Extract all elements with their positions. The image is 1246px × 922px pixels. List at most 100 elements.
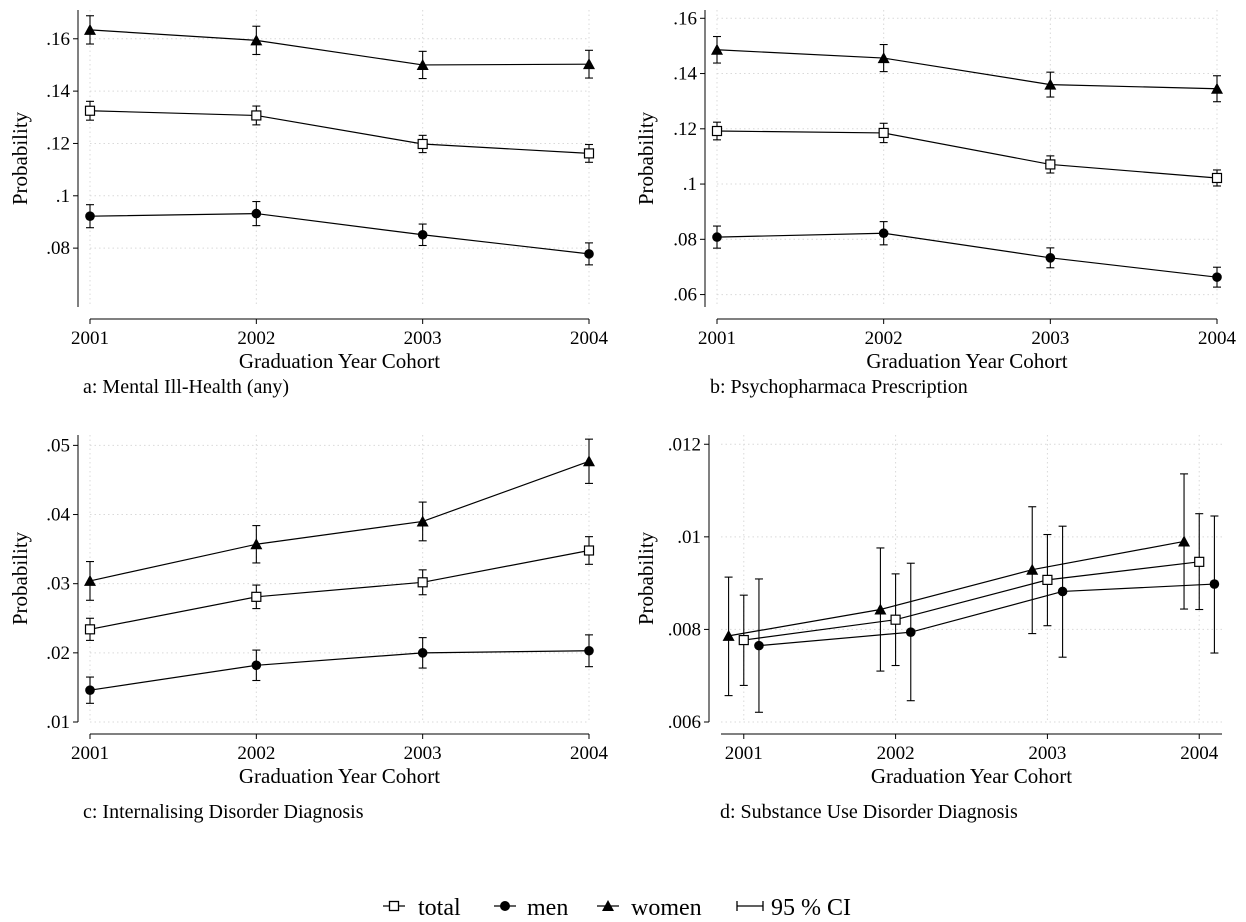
- x-axis-title: Graduation Year Cohort: [871, 764, 1072, 788]
- legend-ci-label: 95 % CI: [771, 895, 851, 921]
- series-total: [711, 121, 1223, 187]
- legend-women-label: women: [631, 895, 702, 921]
- data-point-triangle: [250, 34, 263, 46]
- chart-svg: .06 .08 .1 .12 .14 .16 2001 2002 2003 2004 Graduat…: [634, 8, 1237, 373]
- chart-svg: .006 .008 .01 .012 2001 2002 2003 2004 Graduatio…: [634, 434, 1222, 788]
- data-point-triangle: [583, 58, 595, 70]
- x-tick-label: 2001: [71, 328, 109, 349]
- y-tick-label: .08: [673, 229, 697, 250]
- data-point-triangle: [877, 52, 890, 64]
- series-total: [84, 100, 595, 163]
- gridlines: [721, 435, 1222, 723]
- panel-d: .006 .008 .01 .012 2001 2002 2003 2004 Graduatio…: [626, 425, 1246, 795]
- data-point-square: [738, 634, 749, 646]
- legend-total-label: total: [418, 895, 461, 921]
- series-line: [716, 232, 1218, 278]
- y-tick-label: .01: [677, 527, 701, 548]
- series-women: [711, 35, 1223, 103]
- x-tick-label: 2002: [237, 328, 275, 349]
- series-women: [84, 438, 595, 601]
- y-axis-title: Probability: [634, 531, 658, 625]
- y-tick-label: .14: [46, 81, 70, 102]
- data-point-square: [251, 591, 262, 602]
- data-point-triangle: [1044, 78, 1057, 90]
- series-men: [85, 634, 594, 704]
- y-tick-label: .1: [56, 186, 70, 207]
- data-point-circle: [754, 640, 764, 651]
- data-point-square: [417, 138, 428, 150]
- data-point-square: [84, 105, 96, 116]
- data-point-circle: [251, 660, 262, 671]
- legend: total men women 95 % CI: [383, 895, 851, 921]
- data-point-circle: [584, 249, 594, 259]
- data-point-circle: [85, 211, 95, 221]
- x-tick-label: 2004: [1180, 743, 1219, 764]
- x-tick-label: 2001: [725, 743, 763, 764]
- x-axis-title: Graduation Year Cohort: [239, 764, 440, 788]
- series-men: [712, 221, 1222, 288]
- panel-c: .01 .02 .03 .04 .05 2001 2002 2003 2004 Graduatio…: [0, 425, 620, 795]
- series-line: [743, 561, 1200, 641]
- data-point-circle: [1057, 586, 1068, 597]
- caption-a: a: Mental Ill-Health (any): [83, 376, 290, 398]
- data-point-square: [1045, 159, 1056, 170]
- series-women: [722, 473, 1191, 697]
- data-point-circle: [712, 232, 722, 242]
- data-point-triangle: [722, 629, 735, 641]
- caption-c: c: Internalising Disorder Diagnosis: [83, 801, 364, 823]
- y-tick-label: .01: [46, 712, 70, 733]
- y-tick-label: .1: [683, 174, 697, 195]
- series-line: [89, 110, 590, 154]
- series-line: [716, 49, 1218, 90]
- legend-circle-icon: [500, 901, 510, 911]
- series-line: [89, 29, 590, 66]
- legend-square-icon: [388, 900, 400, 912]
- x-tick-label: 2002: [237, 743, 275, 764]
- data-point-triangle: [1026, 563, 1039, 575]
- data-point-circle: [1212, 272, 1222, 282]
- data-point-triangle: [416, 515, 429, 527]
- chart-svg: .01 .02 .03 .04 .05 2001 2002 2003 2004 Graduatio…: [8, 435, 609, 788]
- data-point-circle: [417, 229, 428, 240]
- y-tick-label: .16: [46, 29, 70, 50]
- x-tick-label: 2003: [404, 328, 442, 349]
- x-axis-title: Graduation Year Cohort: [866, 349, 1067, 373]
- x-tick-label: 2004: [570, 328, 609, 349]
- x-tick-label: 2002: [865, 328, 903, 349]
- data-point-square: [251, 110, 262, 121]
- series-line: [89, 549, 590, 630]
- legend-men-label: men: [527, 895, 568, 921]
- x-tick-label: 2003: [1031, 328, 1069, 349]
- data-point-circle: [417, 648, 428, 658]
- legend-ci: 95 % CI: [736, 895, 851, 921]
- y-tick-label: .14: [673, 64, 697, 85]
- y-axis-title: Probability: [8, 531, 32, 625]
- x-tick-label: 2003: [404, 743, 442, 764]
- data-point-square: [84, 624, 96, 635]
- legend-total: total: [383, 895, 461, 921]
- gridlines: [716, 10, 1218, 307]
- data-point-square: [1042, 574, 1053, 585]
- x-tick-label: 2001: [698, 328, 736, 349]
- caption-d: d: Substance Use Disorder Diagnosis: [720, 801, 1018, 823]
- series-total: [738, 513, 1205, 686]
- y-tick-label: .05: [46, 435, 70, 456]
- legend-triangle-icon: [602, 900, 614, 911]
- y-tick-label: .03: [46, 574, 70, 595]
- data-point-triangle: [874, 603, 887, 615]
- legend-men: men: [494, 895, 568, 921]
- data-point-triangle: [583, 455, 595, 467]
- x-tick-label: 2004: [1198, 328, 1237, 349]
- x-tick-label: 2002: [877, 743, 915, 764]
- series-line: [89, 212, 590, 255]
- y-tick-label: .02: [46, 643, 70, 664]
- data-point-square: [890, 614, 901, 625]
- chart-svg: .08 .1 .12 .14 .16 2001 2002 2003 2004 Graduation…: [8, 10, 609, 373]
- y-axis-title: Probability: [634, 111, 658, 205]
- data-point-square: [1194, 556, 1205, 567]
- y-tick-label: .012: [668, 434, 701, 455]
- panel-b: .06 .08 .1 .12 .14 .16 2001 2002 2003 2004 Graduat…: [626, 0, 1246, 373]
- data-point-triangle: [416, 58, 429, 70]
- y-tick-label: .12: [46, 133, 70, 154]
- y-tick-label: .04: [46, 505, 70, 526]
